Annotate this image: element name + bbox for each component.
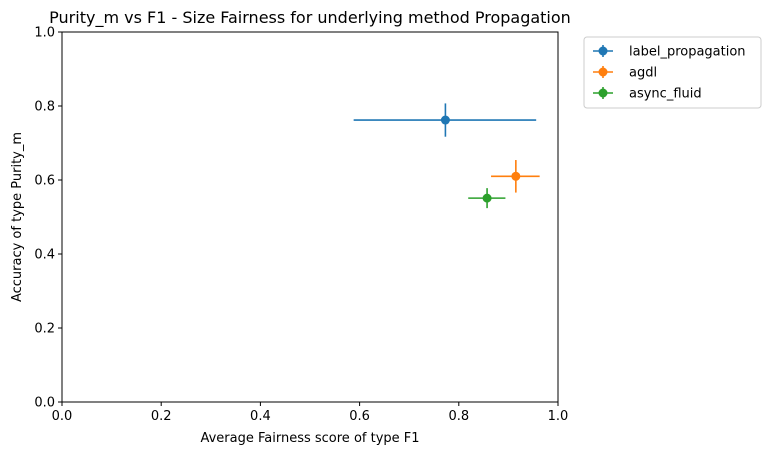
- x-tick-label: 0.4: [250, 409, 271, 424]
- legend-marker: [598, 67, 608, 77]
- x-axis-label: Average Fairness score of type F1: [200, 431, 419, 446]
- series-async_fluid: [468, 188, 506, 209]
- data-point: [511, 171, 521, 181]
- legend-label: label_propagation: [629, 45, 746, 60]
- y-tick-label: 0.0: [34, 396, 55, 411]
- x-tick-label: 1.0: [548, 409, 569, 424]
- data-point: [440, 115, 450, 125]
- series-agdl: [491, 160, 540, 193]
- y-tick-label: 0.4: [34, 248, 55, 263]
- legend-marker: [598, 88, 608, 98]
- legend-marker: [598, 46, 608, 56]
- x-tick-label: 0.2: [151, 409, 172, 424]
- plot-area: [353, 103, 540, 209]
- legend-item: async_fluid: [593, 87, 702, 102]
- data-point: [482, 193, 492, 203]
- legend-item: agdl: [593, 66, 657, 81]
- legend-box: [583, 36, 762, 109]
- plot-frame: [61, 31, 559, 403]
- y-tick-label: 0.8: [34, 100, 55, 115]
- x-tick-label: 0.8: [448, 409, 469, 424]
- series-label_propagation: [353, 103, 537, 137]
- y-tick-label: 0.6: [34, 174, 55, 189]
- y-axis-label: Accuracy of type Purity_m: [10, 132, 25, 302]
- y-axis: 0.0 0.2 0.4 0.6 0.8 1.0: [34, 26, 62, 411]
- x-tick-label: 0.6: [349, 409, 370, 424]
- legend-item: label_propagation: [593, 45, 746, 60]
- legend-label: agdl: [629, 66, 657, 81]
- x-tick-label: 0.0: [52, 409, 73, 424]
- x-axis: 0.0 0.2 0.4 0.6 0.8 1.0: [52, 402, 569, 424]
- chart-title: Purity_m vs F1 - Size Fairness for under…: [49, 8, 571, 28]
- y-tick-label: 0.2: [34, 322, 55, 337]
- y-tick-label: 1.0: [34, 26, 55, 41]
- legend-label: async_fluid: [629, 87, 702, 102]
